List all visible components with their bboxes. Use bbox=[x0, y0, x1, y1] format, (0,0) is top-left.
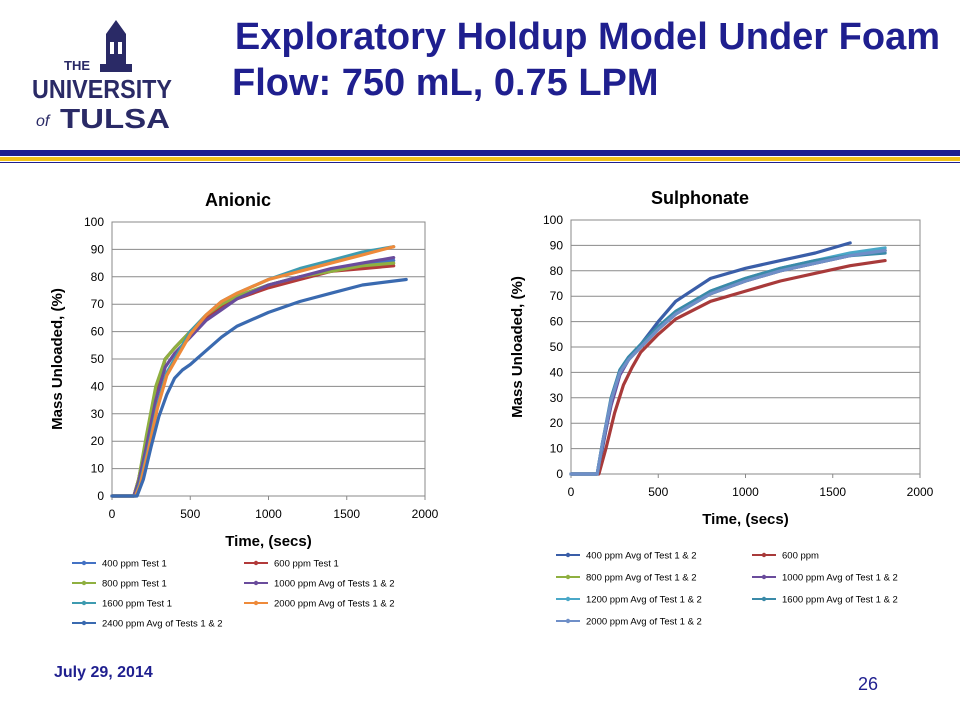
header-rule-blue bbox=[0, 150, 960, 156]
chart0-y-tick-label: 30 bbox=[91, 407, 105, 421]
chart1-legend-label-4: 1200 ppm Avg of Test 1 & 2 bbox=[586, 595, 702, 606]
chart0-x-tick-label: 500 bbox=[180, 507, 200, 521]
chart0-series-line-6 bbox=[110, 277, 408, 498]
chart1-y-tick-label: 10 bbox=[550, 442, 564, 456]
chart0-title: Anionic bbox=[205, 190, 271, 210]
chart1-legend-label-6: 2000 ppm Avg of Test 1 & 2 bbox=[586, 617, 702, 628]
chart1-y-tick-label: 20 bbox=[550, 416, 564, 430]
chart1-legend-label-2: 800 ppm Avg of Test 1 & 2 bbox=[586, 573, 697, 584]
chart1-title: Sulphonate bbox=[651, 188, 749, 208]
chart0-x-tick-label: 2000 bbox=[412, 507, 439, 521]
chart0-legend-marker-4 bbox=[81, 600, 87, 606]
chart0-y-tick-label: 80 bbox=[91, 270, 105, 284]
chart1-legend-marker-0 bbox=[565, 552, 571, 558]
chart0-y-tick-label: 40 bbox=[91, 379, 105, 393]
chart1-series-line-1 bbox=[569, 259, 887, 476]
chart1-legend-marker-2 bbox=[565, 574, 571, 580]
chart0-legend-label-0: 400 ppm Test 1 bbox=[102, 559, 167, 570]
chart1-legend-marker-6 bbox=[565, 618, 571, 624]
chart1-y-tick-label: 40 bbox=[550, 365, 564, 379]
chart1-x-tick-label: 500 bbox=[648, 485, 668, 499]
chart0-series-line-3 bbox=[110, 256, 396, 498]
chart0-x-axis-label: Time, (secs) bbox=[225, 533, 311, 550]
chart1-legend-label-3: 1000 ppm Avg of Test 1 & 2 bbox=[782, 573, 898, 584]
chart0-legend-marker-1 bbox=[253, 560, 259, 566]
slide-title-line1: Exploratory Holdup Model Under Foam bbox=[234, 16, 940, 58]
chart0-legend-label-3: 1000 ppm Avg of Tests 1 & 2 bbox=[274, 579, 395, 590]
chart0-legend-marker-5 bbox=[253, 600, 259, 606]
chart1-y-tick-label: 100 bbox=[543, 213, 563, 227]
chart0-x-tick-label: 1500 bbox=[333, 507, 360, 521]
chart0-legend-marker-3 bbox=[253, 580, 259, 586]
chart1-y-tick-label: 90 bbox=[550, 238, 564, 252]
logo-university: UNIVERSITY bbox=[32, 74, 172, 104]
chart1-legend-marker-4 bbox=[565, 596, 571, 602]
chart1-y-axis-label: Mass Unloaded, (%) bbox=[509, 276, 526, 418]
logo-of: of bbox=[36, 113, 51, 130]
chart0-y-tick-label: 90 bbox=[91, 242, 105, 256]
chart1-series-line-6 bbox=[569, 248, 887, 476]
slide-date: July 29, 2014 bbox=[54, 664, 153, 681]
chart1-x-tick-label: 1500 bbox=[819, 485, 846, 499]
chart0-x-tick-label: 0 bbox=[109, 507, 116, 521]
chart0-legend-marker-2 bbox=[81, 580, 87, 586]
chart1-y-tick-label: 80 bbox=[550, 264, 564, 278]
slide-page-number: 26 bbox=[858, 674, 879, 694]
chart0-y-tick-label: 60 bbox=[91, 325, 105, 339]
chart1-y-tick-label: 30 bbox=[550, 391, 564, 405]
logo-the: THE bbox=[64, 58, 90, 73]
chart1-legend-marker-1 bbox=[761, 552, 767, 558]
chart0-legend-label-5: 2000 ppm Avg of Tests 1 & 2 bbox=[274, 599, 395, 610]
chart0-y-axis-label: Mass Unloaded, (%) bbox=[49, 288, 66, 430]
chart0-series-line-5 bbox=[110, 245, 396, 498]
chart1-y-tick-label: 60 bbox=[550, 315, 564, 329]
chart0-y-tick-label: 100 bbox=[84, 215, 104, 229]
chart0-y-tick-label: 10 bbox=[91, 462, 105, 476]
slide-title-line2: Flow: 750 mL, 0.75 LPM bbox=[232, 62, 659, 104]
chart0-legend-label-2: 800 ppm Test 1 bbox=[102, 579, 167, 590]
slide-title: Exploratory Holdup Model Under Foam Flow… bbox=[140, 14, 950, 106]
tower-icon bbox=[100, 20, 132, 72]
header-rule-gold bbox=[0, 157, 960, 161]
chart0-y-tick-label: 20 bbox=[91, 434, 105, 448]
chart0-y-tick-label: 0 bbox=[97, 489, 104, 503]
chart0-x-tick-label: 1000 bbox=[255, 507, 282, 521]
chart1-x-tick-label: 0 bbox=[568, 485, 575, 499]
chart1-x-axis-label: Time, (secs) bbox=[702, 511, 788, 528]
chart1-legend-marker-5 bbox=[761, 596, 767, 602]
chart0-y-tick-label: 50 bbox=[91, 352, 105, 366]
chart1-y-tick-label: 0 bbox=[556, 467, 563, 481]
chart0-legend-marker-6 bbox=[81, 620, 87, 626]
chart1-legend-label-0: 400 ppm Avg of Test 1 & 2 bbox=[586, 551, 697, 562]
university-of-tulsa-logo: THE UNIVERSITY of TULSA bbox=[32, 20, 172, 134]
logo-tulsa: TULSA bbox=[60, 103, 170, 134]
chart1-x-tick-label: 1000 bbox=[732, 485, 759, 499]
chart1-y-tick-label: 50 bbox=[550, 340, 564, 354]
chart1-x-tick-label: 2000 bbox=[907, 485, 934, 499]
chart0-legend-label-1: 600 ppm Test 1 bbox=[274, 559, 339, 570]
chart0-legend-label-4: 1600 ppm Test 1 bbox=[102, 599, 172, 610]
chart0-legend-marker-0 bbox=[81, 560, 87, 566]
chart1-legend-label-5: 1600 ppm Avg of Test 1 & 2 bbox=[782, 595, 898, 606]
chart1-legend-label-1: 600 ppm bbox=[782, 551, 819, 562]
chart1-legend-marker-3 bbox=[761, 574, 767, 580]
chart0-y-tick-label: 70 bbox=[91, 297, 105, 311]
header-rule-thin bbox=[0, 162, 960, 163]
chart0-legend-label-6: 2400 ppm Avg of Tests 1 & 2 bbox=[102, 619, 223, 630]
chart1-y-tick-label: 70 bbox=[550, 289, 564, 303]
